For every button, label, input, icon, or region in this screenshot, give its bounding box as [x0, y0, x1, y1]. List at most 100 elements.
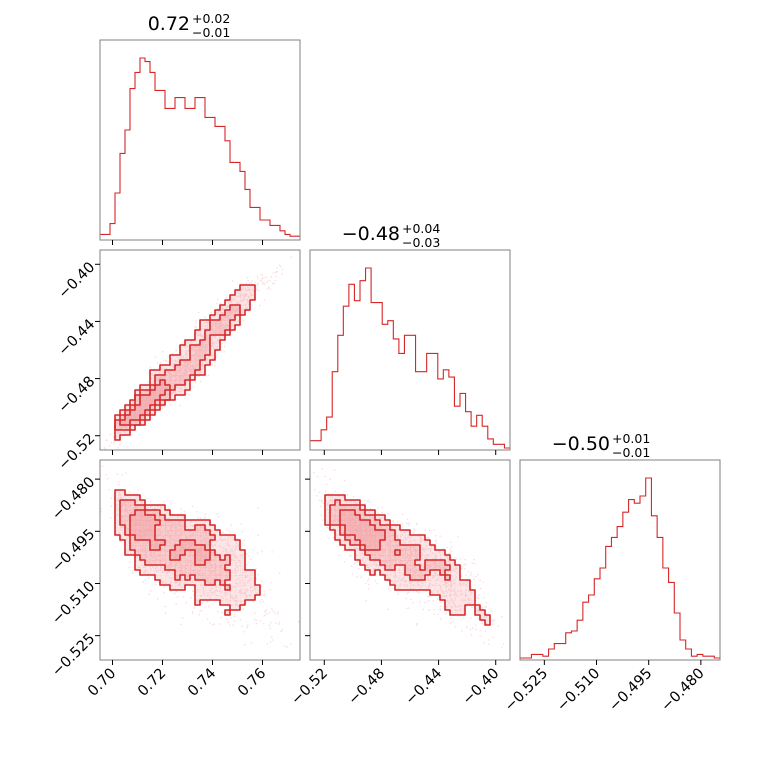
- sample-point: [174, 564, 176, 567]
- sample-point: [243, 295, 246, 297]
- contour-cell: [205, 545, 211, 551]
- contour-cell: [375, 520, 381, 526]
- contour-cell: [180, 550, 186, 556]
- sample-point: [179, 522, 181, 525]
- sample-point: [131, 422, 133, 425]
- contour-cell: [220, 305, 226, 311]
- contour-cell: [190, 550, 196, 556]
- sample-point: [173, 374, 176, 377]
- sample-point: [135, 414, 138, 417]
- sample-point: [168, 376, 171, 379]
- sample-point: [203, 351, 205, 353]
- sample-point: [161, 388, 164, 390]
- sample-point: [129, 416, 132, 419]
- sample-point: [190, 551, 193, 554]
- contour-cell: [140, 385, 146, 391]
- sample-point: [146, 398, 148, 400]
- contour-cell: [395, 555, 401, 561]
- contour-cell: [230, 310, 236, 316]
- sample-point: [186, 575, 189, 578]
- sample-point: [239, 561, 242, 564]
- contour-cell: [335, 525, 341, 531]
- sample-point: [183, 372, 186, 375]
- contour-cell: [375, 515, 381, 521]
- sample-point: [151, 529, 154, 531]
- contour-cell: [220, 570, 226, 576]
- sample-point: [140, 536, 142, 538]
- contour-cell: [390, 570, 396, 576]
- sample-point: [149, 399, 151, 401]
- sample-point: [131, 415, 134, 418]
- contour-cell: [205, 530, 211, 536]
- contour-cell: [190, 550, 196, 556]
- contour-cell: [160, 395, 166, 401]
- sample-point: [146, 407, 149, 409]
- sample-point: [143, 398, 145, 401]
- sample-point: [138, 406, 141, 408]
- sample-point: [198, 351, 201, 354]
- contour-cell: [170, 575, 176, 581]
- contour-cell: [195, 520, 201, 526]
- contour-cell: [215, 590, 221, 596]
- sample-point: [263, 590, 266, 592]
- sample-point: [142, 396, 144, 398]
- contour-cell: [180, 575, 186, 581]
- contour-cell: [135, 535, 141, 541]
- contour-cell: [450, 595, 456, 601]
- sample-point: [127, 410, 129, 413]
- sample-point: [185, 351, 188, 354]
- sample-point: [164, 605, 167, 608]
- sample-point: [200, 517, 202, 519]
- contour-cell: [460, 605, 466, 611]
- sample-point: [184, 386, 186, 388]
- sample-point: [116, 432, 119, 435]
- sample-point: [245, 563, 248, 566]
- contour-cell: [115, 495, 121, 501]
- contour-cell: [215, 530, 221, 536]
- sample-point: [156, 386, 159, 388]
- sample-point: [161, 570, 164, 573]
- contour-cell: [200, 345, 206, 351]
- sample-point: [141, 408, 144, 411]
- sample-point: [116, 430, 119, 433]
- contour-cell: [120, 510, 126, 516]
- sample-point: [167, 381, 170, 384]
- sample-point: [160, 390, 162, 392]
- sample-point: [236, 578, 239, 581]
- sample-point: [133, 506, 136, 509]
- contour-cell: [400, 540, 406, 546]
- sample-point: [206, 346, 209, 349]
- sample-point: [247, 624, 249, 626]
- contour-cell: [175, 370, 181, 376]
- contour-cell: [180, 350, 186, 356]
- contour-cell: [150, 400, 156, 406]
- sample-point: [159, 554, 161, 557]
- sample-point: [167, 523, 169, 526]
- sample-point: [237, 306, 239, 309]
- sample-point: [160, 389, 163, 391]
- contour-cell: [370, 535, 376, 541]
- contour-cell: [140, 510, 146, 516]
- sample-point: [157, 378, 160, 380]
- contour-cell: [115, 415, 121, 421]
- sample-point: [162, 535, 164, 537]
- sample-point: [160, 507, 163, 509]
- contour-cell: [240, 285, 246, 291]
- sample-point: [167, 397, 170, 400]
- sample-point: [132, 416, 135, 418]
- contour-cell: [150, 385, 156, 391]
- contour-cell: [250, 575, 256, 581]
- sample-point: [229, 600, 232, 602]
- contour-cell: [385, 560, 391, 566]
- sample-point: [182, 356, 185, 359]
- sample-point: [119, 493, 122, 496]
- sample-point: [211, 354, 214, 357]
- contour-cell: [230, 605, 236, 611]
- contour-cell: [410, 580, 416, 586]
- sample-point: [241, 300, 244, 303]
- sample-point: [186, 393, 188, 395]
- sample-point: [150, 398, 152, 401]
- contour-cell: [390, 580, 396, 586]
- contour-cell: [215, 580, 221, 586]
- contour-cell: [240, 600, 246, 606]
